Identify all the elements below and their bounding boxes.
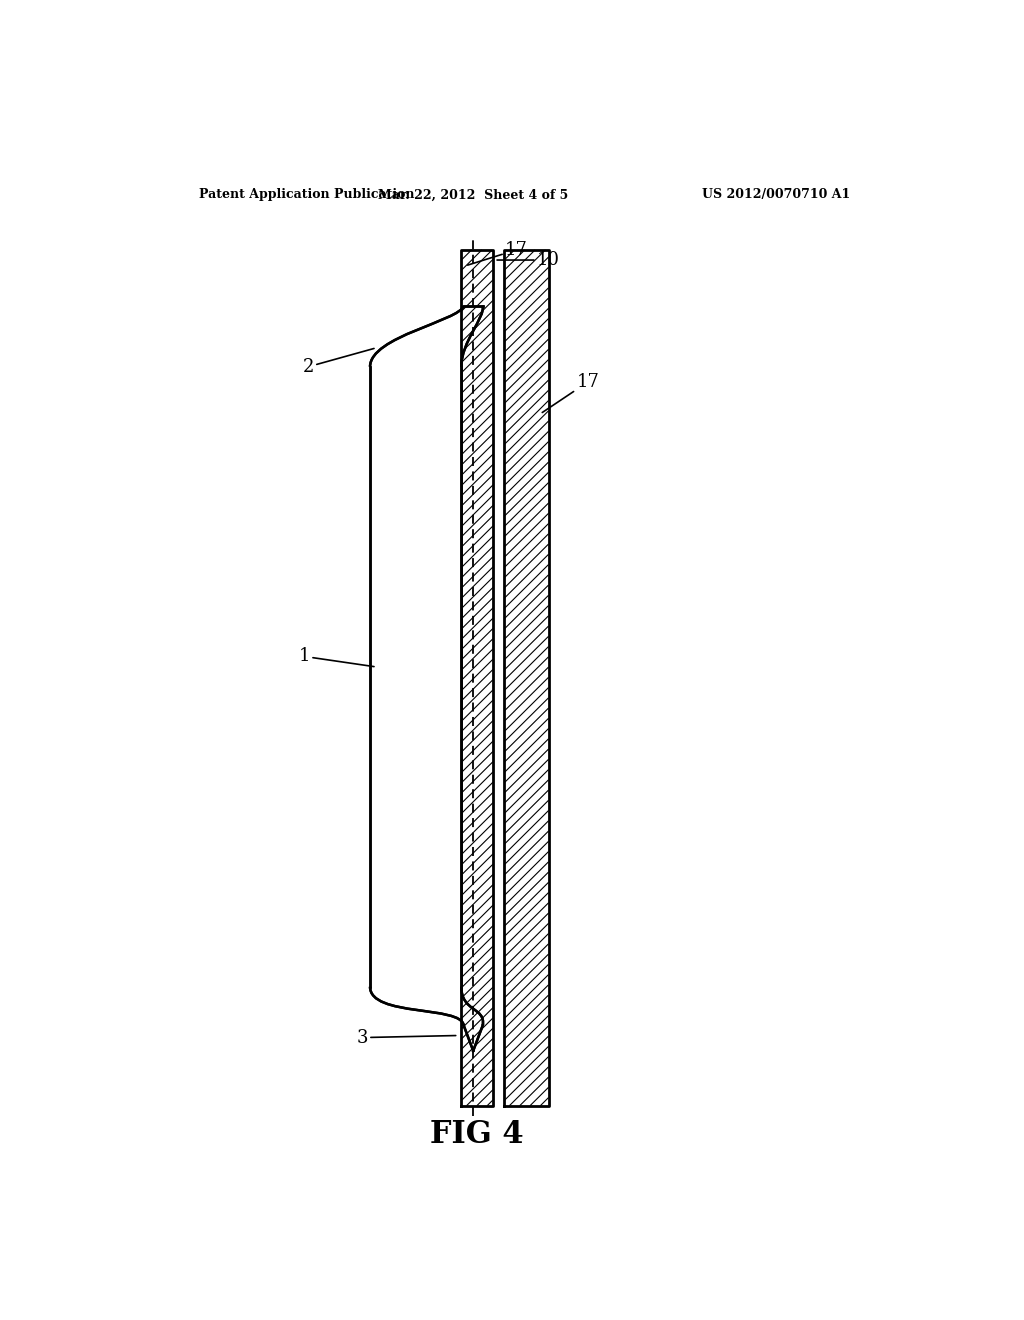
Text: 1: 1 — [299, 647, 374, 667]
Text: 2: 2 — [303, 348, 374, 376]
Text: Mar. 22, 2012  Sheet 4 of 5: Mar. 22, 2012 Sheet 4 of 5 — [378, 189, 568, 202]
FancyBboxPatch shape — [504, 249, 549, 1106]
Text: US 2012/0070710 A1: US 2012/0070710 A1 — [701, 189, 850, 202]
Text: Patent Application Publication: Patent Application Publication — [200, 189, 415, 202]
Text: 10: 10 — [497, 251, 560, 269]
Text: 17: 17 — [468, 240, 527, 265]
FancyBboxPatch shape — [461, 249, 494, 1106]
FancyBboxPatch shape — [371, 367, 461, 987]
Text: 17: 17 — [543, 374, 599, 412]
Text: 3: 3 — [356, 1028, 456, 1047]
Text: FIG 4: FIG 4 — [430, 1118, 524, 1150]
FancyBboxPatch shape — [370, 367, 461, 987]
